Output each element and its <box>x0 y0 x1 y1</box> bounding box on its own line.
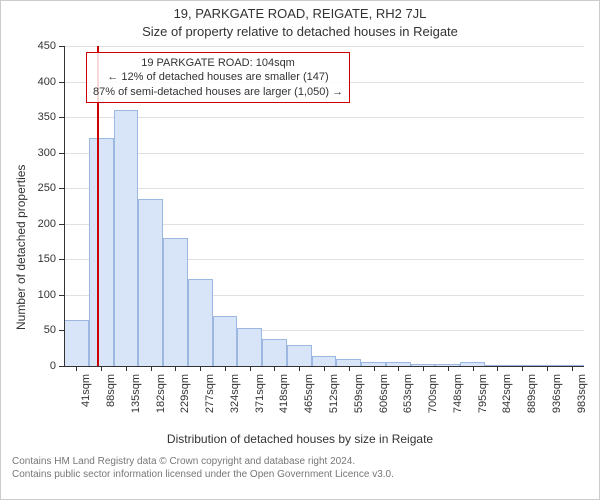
page-title: 19, PARKGATE ROAD, REIGATE, RH2 7JL <box>0 6 600 21</box>
x-tick-mark <box>473 366 474 371</box>
x-tick-mark <box>225 366 226 371</box>
histogram-bar <box>114 110 139 366</box>
x-tick-label: 512sqm <box>328 374 340 413</box>
annotation-line: ← 12% of detached houses are smaller (14… <box>93 70 343 84</box>
x-tick-label: 182sqm <box>155 374 167 413</box>
chart-subtitle: Size of property relative to detached ho… <box>0 24 600 39</box>
y-tick-label: 450 <box>26 40 56 52</box>
x-tick-mark <box>448 366 449 371</box>
x-tick-label: 606sqm <box>378 374 390 413</box>
x-tick-label: 889sqm <box>526 374 538 413</box>
histogram-bar <box>312 356 337 366</box>
x-tick-label: 465sqm <box>303 374 315 413</box>
x-tick-mark <box>76 366 77 371</box>
x-tick-mark <box>274 366 275 371</box>
x-tick-label: 418sqm <box>278 374 290 413</box>
x-tick-mark <box>126 366 127 371</box>
footer-line-1: Contains HM Land Registry data © Crown c… <box>12 456 394 469</box>
x-tick-label: 135sqm <box>130 374 142 413</box>
histogram-bar <box>213 316 238 366</box>
y-tick-label: 250 <box>26 182 56 194</box>
grid-line <box>64 117 584 118</box>
y-tick-label: 350 <box>26 111 56 123</box>
x-tick-mark <box>250 366 251 371</box>
x-tick-label: 559sqm <box>353 374 365 413</box>
x-tick-label: 371sqm <box>254 374 266 413</box>
x-tick-mark <box>497 366 498 371</box>
histogram-bar <box>188 279 213 366</box>
y-tick-label: 200 <box>26 218 56 230</box>
x-tick-label: 653sqm <box>402 374 414 413</box>
histogram-bar <box>163 238 188 366</box>
footer-line-2: Contains public sector information licen… <box>12 469 394 482</box>
histogram-bar <box>64 320 89 366</box>
x-axis-label: Distribution of detached houses by size … <box>0 432 600 446</box>
annotation-box: 19 PARKGATE ROAD: 104sqm← 12% of detache… <box>86 52 350 103</box>
x-tick-label: 842sqm <box>501 374 513 413</box>
x-tick-mark <box>200 366 201 371</box>
grid-line <box>64 188 584 189</box>
x-tick-label: 277sqm <box>204 374 216 413</box>
x-tick-mark <box>398 366 399 371</box>
y-tick-label: 50 <box>26 324 56 336</box>
grid-line <box>64 153 584 154</box>
annotation-line: 19 PARKGATE ROAD: 104sqm <box>93 56 343 70</box>
x-tick-label: 700sqm <box>427 374 439 413</box>
x-tick-mark <box>547 366 548 371</box>
x-tick-mark <box>324 366 325 371</box>
histogram-bar <box>287 345 312 366</box>
histogram-bar <box>262 339 287 366</box>
histogram-bar <box>138 199 163 366</box>
x-tick-label: 324sqm <box>229 374 241 413</box>
x-tick-label: 229sqm <box>179 374 191 413</box>
chart-plot-area: 05010015020025030035040045041sqm88sqm135… <box>64 46 584 366</box>
y-tick-label: 150 <box>26 253 56 265</box>
x-tick-mark <box>299 366 300 371</box>
y-tick-label: 0 <box>26 360 56 372</box>
x-tick-mark <box>349 366 350 371</box>
histogram-bar <box>237 328 262 366</box>
x-tick-label: 748sqm <box>452 374 464 413</box>
y-axis-line <box>64 46 65 366</box>
x-tick-label: 936sqm <box>551 374 563 413</box>
x-tick-mark <box>175 366 176 371</box>
x-tick-label: 88sqm <box>105 374 117 407</box>
footer-text: Contains HM Land Registry data © Crown c… <box>12 456 394 481</box>
x-tick-mark <box>101 366 102 371</box>
x-tick-mark <box>151 366 152 371</box>
x-tick-label: 983sqm <box>576 374 588 413</box>
x-tick-label: 795sqm <box>477 374 489 413</box>
x-tick-mark <box>374 366 375 371</box>
y-tick-label: 400 <box>26 76 56 88</box>
x-tick-mark <box>572 366 573 371</box>
x-tick-label: 41sqm <box>80 374 92 407</box>
y-tick-label: 300 <box>26 147 56 159</box>
x-tick-mark <box>423 366 424 371</box>
grid-line <box>64 46 584 47</box>
y-tick-label: 100 <box>26 289 56 301</box>
histogram-bar <box>336 359 361 366</box>
x-tick-mark <box>522 366 523 371</box>
annotation-line: 87% of semi-detached houses are larger (… <box>93 85 343 99</box>
histogram-bar <box>89 138 114 366</box>
